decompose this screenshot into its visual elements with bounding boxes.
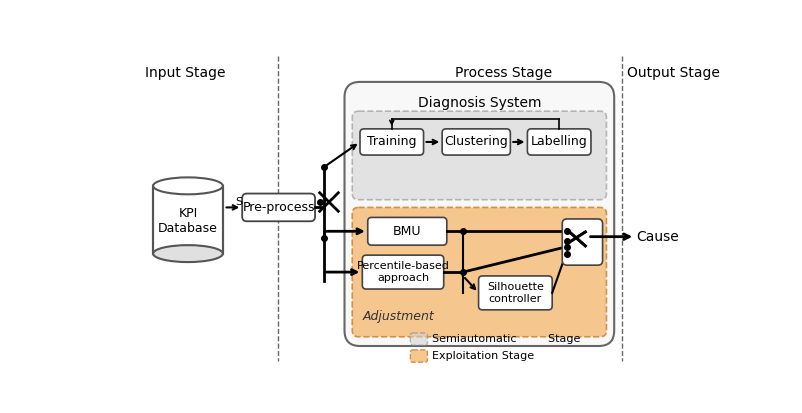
FancyBboxPatch shape xyxy=(478,276,552,310)
FancyBboxPatch shape xyxy=(527,129,590,155)
FancyBboxPatch shape xyxy=(359,129,423,155)
Text: Exploitation Stage: Exploitation Stage xyxy=(431,351,533,361)
FancyBboxPatch shape xyxy=(410,333,427,345)
Bar xyxy=(153,186,222,254)
Text: Labelling: Labelling xyxy=(530,135,587,148)
Text: Process Stage: Process Stage xyxy=(454,66,551,81)
FancyBboxPatch shape xyxy=(367,217,446,245)
Text: Clustering: Clustering xyxy=(444,135,508,148)
Text: Silhouette
controller: Silhouette controller xyxy=(486,282,543,304)
Text: Cause: Cause xyxy=(636,230,678,244)
FancyBboxPatch shape xyxy=(561,219,602,265)
Ellipse shape xyxy=(153,245,222,262)
Text: Output Stage: Output Stage xyxy=(626,66,719,81)
Text: S: S xyxy=(234,197,241,207)
Text: Diagnosis System: Diagnosis System xyxy=(418,96,541,110)
Text: Pre-process: Pre-process xyxy=(242,201,314,214)
Text: BMU: BMU xyxy=(392,225,421,238)
FancyBboxPatch shape xyxy=(344,82,614,346)
FancyBboxPatch shape xyxy=(242,194,314,221)
Text: Input Stage: Input Stage xyxy=(145,66,225,81)
Text: Percentile-based
approach: Percentile-based approach xyxy=(356,261,449,283)
Text: Training: Training xyxy=(367,135,416,148)
Ellipse shape xyxy=(153,177,222,195)
Text: Adjustment: Adjustment xyxy=(362,310,434,323)
FancyBboxPatch shape xyxy=(352,111,606,200)
Text: KPI
Database: KPI Database xyxy=(158,207,217,235)
Text: Semiautomatic         Stage: Semiautomatic Stage xyxy=(431,334,580,344)
FancyBboxPatch shape xyxy=(442,129,510,155)
FancyBboxPatch shape xyxy=(410,350,427,362)
FancyBboxPatch shape xyxy=(362,255,444,289)
FancyBboxPatch shape xyxy=(352,207,606,337)
